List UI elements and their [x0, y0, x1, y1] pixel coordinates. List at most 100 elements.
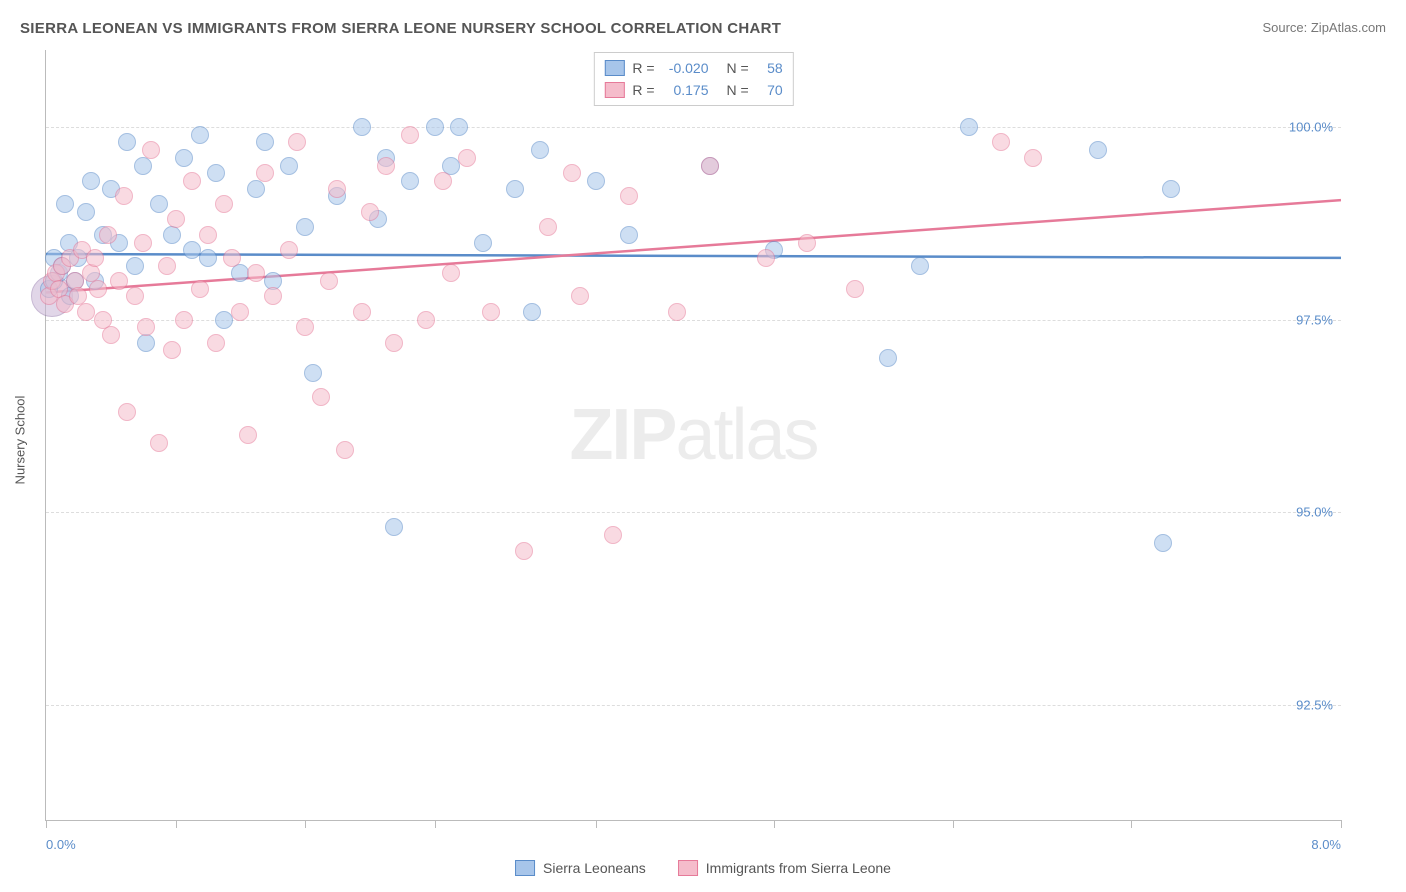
scatter-point [515, 542, 533, 560]
scatter-point [280, 241, 298, 259]
scatter-point [571, 287, 589, 305]
scatter-point [458, 149, 476, 167]
scatter-point [118, 133, 136, 151]
scatter-point [442, 264, 460, 282]
scatter-point [288, 133, 306, 151]
stats-legend-row: R = 0.175 N = 70 [604, 79, 782, 101]
stats-legend-row: R =-0.020N =58 [604, 57, 782, 79]
scatter-point [142, 141, 160, 159]
gridline [46, 705, 1341, 706]
scatter-point [668, 303, 686, 321]
legend-swatch [604, 82, 624, 98]
scatter-point [450, 118, 468, 136]
scatter-point [1154, 534, 1172, 552]
watermark-light: atlas [675, 395, 817, 475]
scatter-point [401, 126, 419, 144]
scatter-point [82, 172, 100, 190]
x-tick [596, 820, 597, 828]
legend-swatch [604, 60, 624, 76]
scatter-point [879, 349, 897, 367]
bottom-legend: Sierra Leoneans Immigrants from Sierra Le… [515, 860, 891, 876]
scatter-point [620, 226, 638, 244]
scatter-point [137, 318, 155, 336]
scatter-point [757, 249, 775, 267]
legend-swatch [678, 860, 698, 876]
y-tick-label: 95.0% [1296, 505, 1333, 520]
x-axis-min-label: 0.0% [46, 837, 76, 852]
scatter-point [207, 334, 225, 352]
scatter-point [531, 141, 549, 159]
scatter-point [911, 257, 929, 275]
scatter-point [115, 187, 133, 205]
scatter-point [523, 303, 541, 321]
legend-n-prefix: N = [727, 79, 749, 101]
x-tick [1131, 820, 1132, 828]
legend-item: Sierra Leoneans [515, 860, 646, 876]
scatter-point [175, 311, 193, 329]
x-axis-max-label: 8.0% [1311, 837, 1341, 852]
scatter-point [99, 226, 117, 244]
scatter-point [296, 318, 314, 336]
scatter-point [163, 226, 181, 244]
scatter-point [86, 249, 104, 267]
scatter-point [482, 303, 500, 321]
x-tick [305, 820, 306, 828]
scatter-point [134, 234, 152, 252]
x-tick [1341, 820, 1342, 828]
x-tick [774, 820, 775, 828]
scatter-point [126, 287, 144, 305]
scatter-point [199, 249, 217, 267]
scatter-point [175, 149, 193, 167]
legend-item: Immigrants from Sierra Leone [678, 860, 891, 876]
stats-legend: R =-0.020N =58R = 0.175 N = 70 [593, 52, 793, 106]
scatter-point [77, 203, 95, 221]
legend-r-prefix: R = [632, 57, 654, 79]
scatter-point [223, 249, 241, 267]
scatter-point [385, 334, 403, 352]
scatter-point [353, 303, 371, 321]
scatter-point [304, 364, 322, 382]
scatter-point [231, 303, 249, 321]
legend-r-value: 0.175 [663, 79, 709, 101]
watermark-bold: ZIP [569, 395, 675, 475]
scatter-point [539, 218, 557, 236]
scatter-point [137, 334, 155, 352]
scatter-point [56, 195, 74, 213]
scatter-point [474, 234, 492, 252]
scatter-point [158, 257, 176, 275]
legend-n-value: 58 [757, 57, 783, 79]
legend-series-name: Sierra Leoneans [543, 860, 646, 876]
scatter-point [701, 157, 719, 175]
gridline [46, 127, 1341, 128]
scatter-point [960, 118, 978, 136]
scatter-point [163, 341, 181, 359]
x-tick [435, 820, 436, 828]
scatter-point [992, 133, 1010, 151]
scatter-point [563, 164, 581, 182]
legend-n-value: 70 [757, 79, 783, 101]
scatter-point [102, 326, 120, 344]
scatter-point [247, 180, 265, 198]
y-tick-label: 97.5% [1296, 312, 1333, 327]
plot-area: ZIPatlas R =-0.020N =58R =0.175N =70 0.0… [45, 50, 1341, 821]
scatter-point [264, 287, 282, 305]
legend-r-prefix: R = [632, 79, 654, 101]
scatter-point [604, 526, 622, 544]
scatter-point [353, 118, 371, 136]
y-tick-label: 100.0% [1289, 120, 1333, 135]
scatter-point [798, 234, 816, 252]
scatter-point [247, 264, 265, 282]
scatter-point [256, 164, 274, 182]
y-axis-label: Nursery School [13, 396, 28, 485]
gridline [46, 512, 1341, 513]
scatter-point [134, 157, 152, 175]
x-tick [953, 820, 954, 828]
scatter-point [110, 272, 128, 290]
scatter-point [150, 434, 168, 452]
y-tick-label: 92.5% [1296, 697, 1333, 712]
scatter-point [280, 157, 298, 175]
scatter-point [1089, 141, 1107, 159]
scatter-point [183, 172, 201, 190]
scatter-point [207, 164, 225, 182]
x-tick [46, 820, 47, 828]
